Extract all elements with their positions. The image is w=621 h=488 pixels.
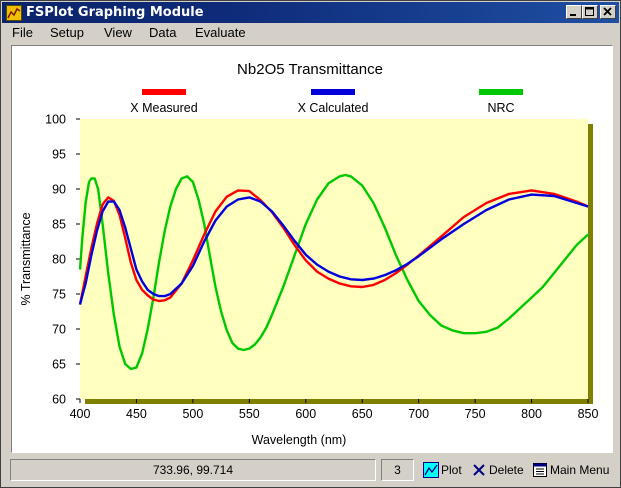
delete-button[interactable]: Delete [471, 461, 527, 479]
x-tick-label: 600 [295, 407, 316, 421]
legend-label-nrc: NRC [487, 101, 514, 115]
x-tick-label: 400 [70, 407, 91, 421]
y-tick-label: 60 [52, 393, 66, 407]
cursor-coordinates: 733.96, 99.714 [10, 459, 376, 481]
series-line-calculated [78, 193, 589, 305]
main-menu-button[interactable]: Main Menu [532, 461, 612, 479]
x-tick-label: 550 [239, 407, 260, 421]
delete-icon [473, 464, 485, 476]
legend-label-measured: X Measured [130, 101, 197, 115]
legend-swatch-calculated [311, 89, 355, 95]
x-tick-label: 450 [126, 407, 147, 421]
y-tick-label: 90 [52, 183, 66, 197]
y-tick-label: 85 [52, 218, 66, 232]
minimize-icon [570, 14, 576, 16]
window-title: FSPlot Graphing Module [26, 5, 204, 20]
menu-bar: File Setup View Data Evaluate [2, 23, 619, 43]
y-tick-label: 95 [52, 148, 66, 162]
maximize-button[interactable] [582, 5, 598, 19]
close-icon [603, 7, 612, 16]
x-tick-label: 750 [465, 407, 486, 421]
title-bar[interactable]: FSPlot Graphing Module [2, 2, 619, 23]
app-chart-icon[interactable] [6, 5, 22, 21]
chart-title: Nb2O5 Transmittance [237, 61, 383, 78]
maximize-icon [585, 7, 594, 16]
main-menu-icon [533, 463, 547, 477]
x-tick-label: 800 [521, 407, 542, 421]
x-tick-label: 650 [352, 407, 373, 421]
plot-label: Plot [441, 463, 462, 477]
delete-label: Delete [489, 463, 524, 477]
menu-setup[interactable]: Setup [50, 25, 84, 40]
plot-area[interactable] [80, 119, 588, 399]
y-tick-label: 80 [52, 253, 66, 267]
transmittance-chart[interactable]: Nb2O5 Transmittance X Measured X Calcula… [12, 46, 612, 452]
legend-swatch-measured [142, 89, 186, 95]
plot-icon [423, 462, 439, 478]
y-tick-label: 75 [52, 288, 66, 302]
x-axis-label: Wavelength (nm) [252, 433, 347, 447]
menu-file[interactable]: File [12, 25, 33, 40]
series-line-nrc [78, 173, 589, 371]
menu-data[interactable]: Data [149, 25, 177, 40]
x-tick-label: 700 [408, 407, 429, 421]
legend-swatch-nrc [479, 89, 523, 95]
chart-series [78, 173, 589, 371]
minimize-button[interactable] [566, 5, 582, 19]
axis-ticks: 400 450 500 550 600 650 700 750 800 850 60 65 70 75 80… [45, 113, 598, 422]
chart-panel[interactable]: Nb2O5 Transmittance X Measured X Calcula… [11, 45, 613, 453]
y-tick-label: 70 [52, 323, 66, 337]
plot-button[interactable]: Plot [423, 461, 465, 479]
chart-legend: X Measured X Calculated NRC [130, 89, 523, 115]
x-tick-label: 500 [182, 407, 203, 421]
legend-label-calculated: X Calculated [298, 101, 369, 115]
y-tick-label: 100 [45, 113, 66, 127]
y-tick-label: 65 [52, 358, 66, 372]
y-axis-label: % Transmittance [19, 212, 33, 305]
x-tick-label: 850 [578, 407, 599, 421]
menu-evaluate[interactable]: Evaluate [195, 25, 246, 40]
series-count: 3 [381, 459, 414, 481]
main-menu-label: Main Menu [550, 463, 610, 477]
menu-view[interactable]: View [104, 25, 132, 40]
close-button[interactable] [600, 5, 616, 19]
